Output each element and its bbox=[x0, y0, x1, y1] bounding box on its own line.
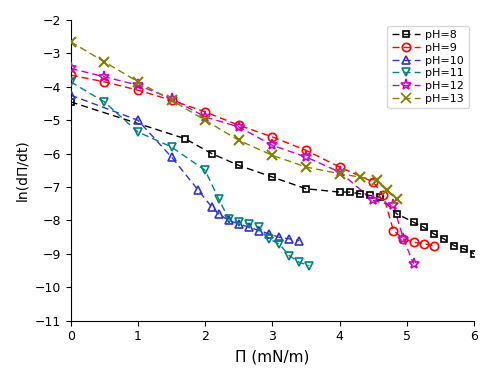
X-axis label: Π (mN/m): Π (mN/m) bbox=[235, 349, 310, 364]
Y-axis label: ln(dΠ/dt): ln(dΠ/dt) bbox=[15, 139, 29, 201]
Legend: pH=8, pH=9, pH=10, pH=11, pH=12, pH=13: pH=8, pH=9, pH=10, pH=11, pH=12, pH=13 bbox=[387, 25, 468, 108]
